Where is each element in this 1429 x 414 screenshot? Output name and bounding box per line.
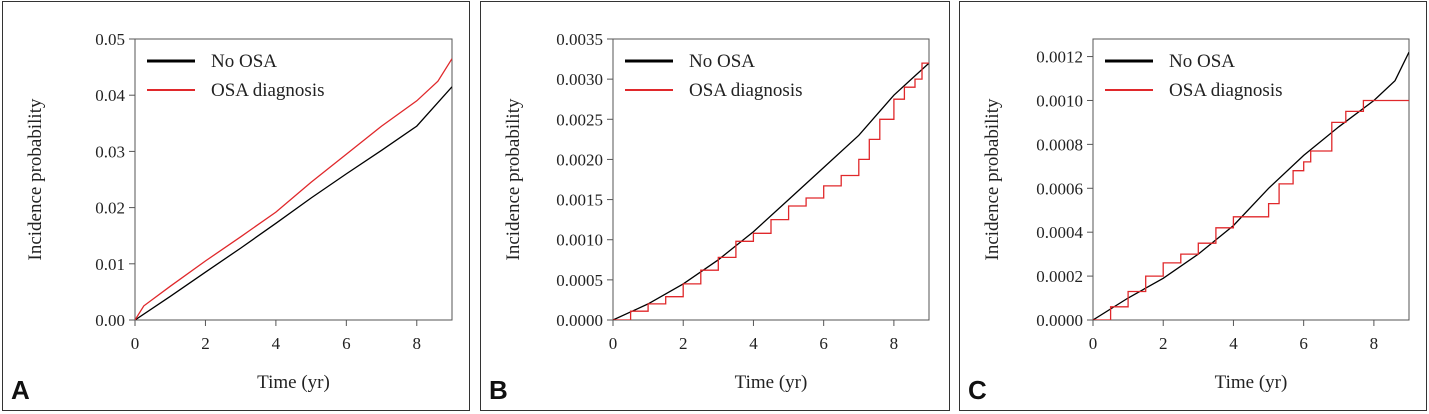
x-tick-label: 2 [679,334,688,353]
y-tick-label: 0.0006 [1036,179,1083,198]
y-tick-label: 0.0010 [1036,91,1083,110]
y-tick-label: 0.0000 [1036,311,1083,330]
series-line-no-osa [1093,51,1409,320]
legend-label: OSA diagnosis [689,80,803,101]
y-tick-label: 0.0002 [1036,267,1083,286]
plot-frame [134,38,453,321]
plot-frame [612,38,930,321]
y-tick-label: 0.04 [95,86,125,105]
panel-letter-b: B [489,375,508,405]
x-tick-label: 6 [819,334,828,353]
legend-label: No OSA [1169,51,1235,72]
x-tick-label: 4 [272,334,281,353]
x-tick-label: 4 [1229,334,1238,353]
y-tick-label: 0.0005 [556,271,603,290]
legend-label: No OSA [211,51,277,72]
y-tick-label: 0.0025 [556,110,603,129]
x-axis-label: Time (yr) [257,372,330,393]
series-line-osa-diagnosis [613,62,929,320]
panel-letter-a: A [11,375,30,405]
chart-a-svg: 0.00 0.01 0.02 0.03 0.04 0.05 0 2 4 6 8 Time (yr) In… [25,30,453,393]
y-tick-label: 0.05 [95,30,125,49]
x-tick-label: 8 [1370,334,1379,353]
x-tick-label: 8 [890,334,899,353]
series-line-no-osa [135,86,452,320]
y-tick-label: 0.00 [95,311,125,330]
x-tick-label: 0 [1089,334,1098,353]
legend-label: No OSA [689,51,755,72]
y-tick-label: 0.0015 [556,191,603,210]
y-axis-label: Incidence probability [25,98,46,260]
x-axis-label: Time (yr) [735,372,808,393]
x-tick-label: 2 [1159,334,1168,353]
chart-panel-b: 0.0000 0.0005 0.0010 0.0015 0.0020 0.0025 0.00… [480,1,950,411]
x-tick-label: 0 [131,334,140,353]
chart-b-svg: 0.0000 0.0005 0.0010 0.0015 0.0020 0.0025 0.00… [503,30,930,393]
x-tick-label: 4 [749,334,758,353]
x-tick-label: 8 [413,334,422,353]
y-tick-label: 0.0020 [556,150,603,169]
y-tick-label: 0.0000 [556,311,603,330]
y-tick-label: 0.0008 [1036,135,1083,154]
plot-frame [1092,38,1410,321]
y-tick-label: 0.0010 [556,231,603,250]
y-tick-label: 0.03 [95,142,125,161]
chart-panel-a: 0.00 0.01 0.02 0.03 0.04 0.05 0 2 4 6 8 Time (yr) In… [2,1,470,411]
chart-panel-c: 0.0000 0.0002 0.0004 0.0006 0.0008 0.0010 0.00… [959,1,1427,411]
x-tick-label: 6 [1299,334,1308,353]
y-tick-label: 0.0004 [1036,223,1083,242]
series-line-no-osa [613,62,929,320]
series-line-osa-diagnosis [1093,99,1409,320]
x-tick-label: 6 [342,334,351,353]
y-tick-label: 0.02 [95,199,125,218]
x-tick-label: 2 [201,334,210,353]
chart-c-svg: 0.0000 0.0002 0.0004 0.0006 0.0008 0.0010 0.00… [982,38,1410,393]
legend-label: OSA diagnosis [1169,80,1283,101]
y-tick-label: 0.0012 [1036,48,1083,67]
x-tick-label: 0 [609,334,618,353]
y-tick-label: 0.0035 [556,30,603,49]
series-line-osa-diagnosis [135,58,452,320]
y-tick-label: 0.01 [95,255,125,274]
y-axis-label: Incidence probability [982,98,1003,260]
legend-label: OSA diagnosis [211,80,325,101]
x-axis-label: Time (yr) [1215,372,1288,393]
y-tick-label: 0.0030 [556,70,603,89]
y-axis-label: Incidence probability [503,98,524,260]
panel-letter-c: C [968,375,987,405]
